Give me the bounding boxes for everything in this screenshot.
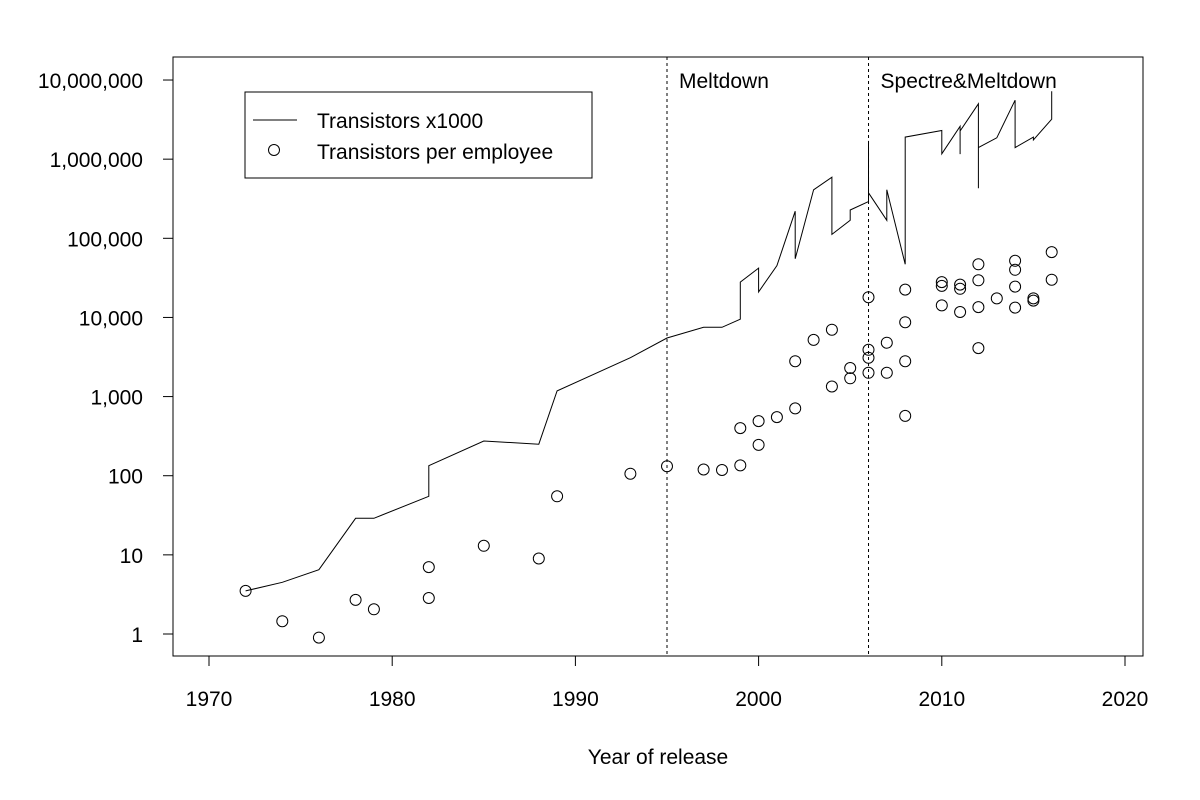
scatter-point bbox=[1027, 294, 1040, 307]
legend-circle-swatch bbox=[268, 144, 280, 156]
scatter-point bbox=[1009, 254, 1022, 267]
scatter-point bbox=[807, 333, 820, 346]
scatter-point bbox=[862, 291, 875, 304]
scatter-point bbox=[899, 283, 912, 296]
scatter-point bbox=[770, 411, 783, 424]
x-axis: 1970 1980 1990 2000 2010 2020 bbox=[186, 655, 1149, 711]
scatter-point bbox=[825, 323, 838, 336]
scatter-point bbox=[422, 561, 435, 574]
legend: Transistors x1000 Transistors per employ… bbox=[244, 91, 593, 179]
scatter-point bbox=[1009, 263, 1022, 276]
scatter-point bbox=[954, 306, 967, 318]
x-tick-label: 1990 bbox=[552, 688, 599, 711]
scatter-point bbox=[972, 274, 985, 287]
annotations: Meltdown Spectre&Meltdown bbox=[666, 57, 1057, 656]
y-tick-label: 10,000 bbox=[79, 307, 143, 330]
scatter-point bbox=[697, 463, 710, 476]
scatter-point bbox=[239, 584, 252, 597]
scatter-point bbox=[789, 355, 802, 368]
scatter-point bbox=[825, 380, 838, 393]
legend-label-transistors: Transistors x1000 bbox=[317, 110, 483, 133]
scatter-point bbox=[661, 460, 673, 473]
scatter-point bbox=[899, 355, 912, 368]
x-axis-title: Year of release bbox=[588, 746, 729, 769]
scatter-point bbox=[422, 592, 435, 604]
line-series-group bbox=[245, 91, 1053, 592]
scatter-point bbox=[899, 316, 912, 329]
scatter-series-group bbox=[239, 246, 1058, 644]
y-tick-label: 10 bbox=[120, 545, 143, 568]
scatter-point bbox=[954, 282, 967, 295]
scatter-point bbox=[935, 279, 948, 292]
scatter-point bbox=[1027, 292, 1040, 305]
scatter-point bbox=[477, 539, 490, 552]
annotation-label: Spectre&Meltdown bbox=[881, 70, 1057, 93]
scatter-point bbox=[752, 438, 765, 451]
scatter-point bbox=[972, 301, 985, 314]
y-tick-label: 1,000 bbox=[90, 387, 143, 410]
scatter-point bbox=[862, 351, 875, 364]
scatter-point bbox=[935, 299, 948, 312]
y-tick-label: 1 bbox=[131, 624, 143, 647]
scatter-point bbox=[844, 362, 857, 374]
x-tick-label: 2000 bbox=[735, 688, 782, 711]
scatter-point bbox=[1045, 273, 1058, 286]
scatter-point bbox=[862, 343, 875, 356]
scatter-point bbox=[349, 593, 362, 606]
y-axis: 1 10 100 1,000 10,000 100,000 1,000,000 10,000,… bbox=[38, 70, 174, 647]
scatter-point bbox=[276, 615, 289, 628]
scatter-point bbox=[312, 631, 325, 644]
scatter-point bbox=[532, 552, 545, 565]
y-tick-label: 100 bbox=[108, 466, 143, 489]
y-tick-label: 100,000 bbox=[67, 228, 143, 251]
x-tick-label: 2020 bbox=[1102, 688, 1149, 711]
scatter-point bbox=[367, 603, 380, 616]
scatter-point bbox=[935, 276, 948, 289]
scatter-point bbox=[972, 258, 985, 271]
x-tick-label: 2010 bbox=[918, 688, 965, 711]
scatter-point bbox=[716, 464, 728, 476]
scatter-point bbox=[789, 402, 802, 415]
scatter-point bbox=[551, 490, 564, 503]
scatter-point bbox=[880, 336, 893, 349]
x-tick-label: 1970 bbox=[186, 688, 233, 711]
scatter-point bbox=[972, 342, 985, 355]
y-tick-label: 10,000,000 bbox=[38, 70, 143, 93]
legend-box bbox=[244, 91, 593, 179]
scatter-point bbox=[734, 422, 747, 435]
scatter-point bbox=[880, 366, 893, 379]
scatter-point bbox=[862, 366, 875, 379]
annotation-label: Meltdown bbox=[679, 70, 769, 93]
scatter-point bbox=[752, 415, 765, 428]
scatter-point bbox=[899, 409, 912, 422]
scatter-point bbox=[1009, 280, 1022, 293]
scatter-point bbox=[1009, 301, 1022, 314]
scatter-point bbox=[734, 459, 747, 472]
scatter-point bbox=[990, 292, 1003, 305]
scatter-point bbox=[1045, 246, 1058, 259]
scatter-point bbox=[954, 278, 967, 291]
x-tick-label: 1980 bbox=[369, 688, 416, 711]
scatter-point bbox=[844, 372, 857, 385]
y-tick-label: 1,000,000 bbox=[50, 149, 143, 172]
scatter-point bbox=[624, 467, 637, 480]
legend-label-per-employee: Transistors per employee bbox=[317, 141, 553, 164]
line-series-transistors bbox=[245, 91, 1053, 592]
